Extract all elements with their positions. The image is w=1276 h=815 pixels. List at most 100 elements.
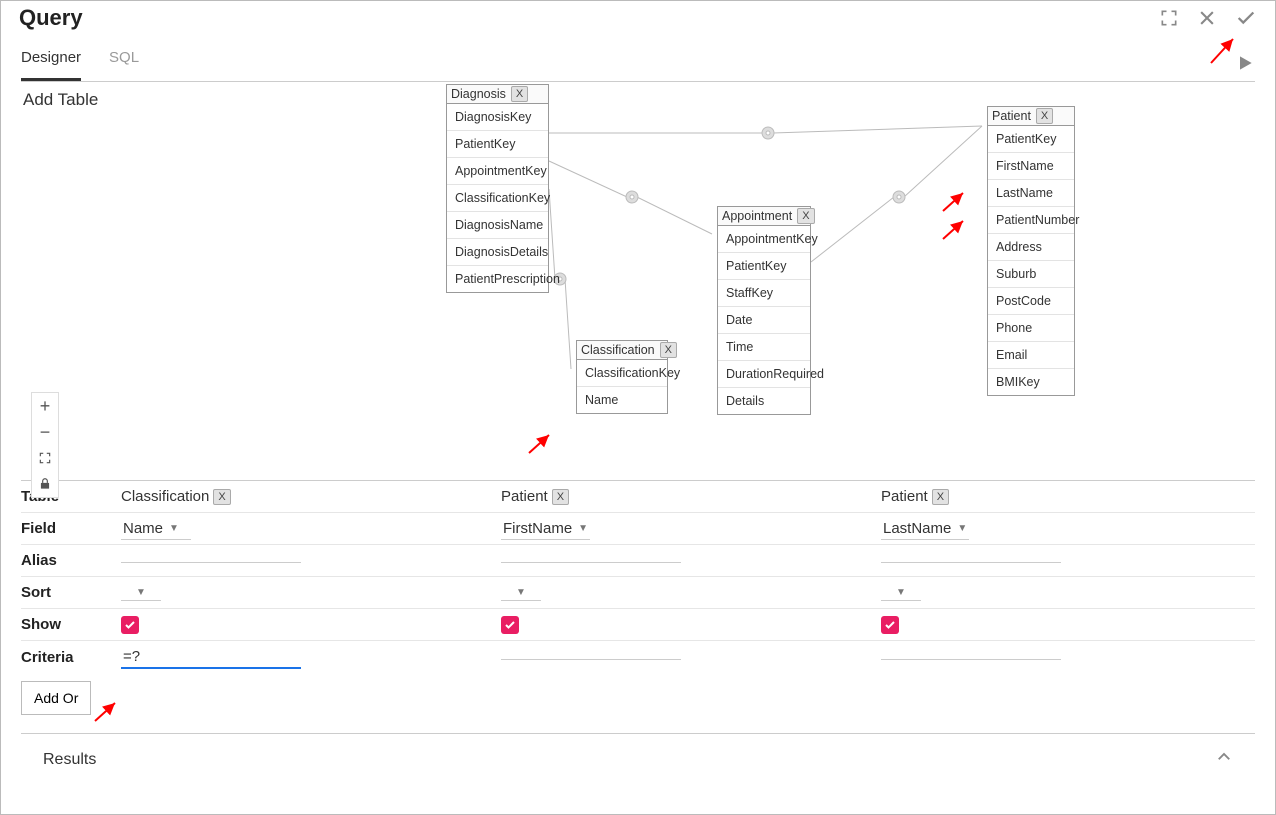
field-name[interactable]: Name bbox=[577, 387, 667, 413]
dd-sort-0[interactable]: ▼ bbox=[121, 585, 161, 601]
grid-row-table: Table ClassificationX PatientX PatientX bbox=[21, 481, 1255, 513]
results-panel[interactable]: Results bbox=[21, 733, 1255, 771]
table-classification-close-icon[interactable]: X bbox=[660, 342, 677, 358]
field-classificationkey[interactable]: ClassificationKey bbox=[577, 360, 667, 387]
field-lastname[interactable]: LastName bbox=[988, 180, 1074, 207]
table-diagnosis-close-icon[interactable]: X bbox=[511, 86, 528, 102]
tab-sql[interactable]: SQL bbox=[109, 49, 139, 81]
grid-row-alias: Alias bbox=[21, 545, 1255, 577]
chip-table-2-close-icon[interactable]: X bbox=[932, 489, 949, 505]
chip-table-1-close-icon[interactable]: X bbox=[552, 489, 569, 505]
field-details[interactable]: Details bbox=[718, 388, 810, 414]
alias-input-0[interactable] bbox=[121, 558, 301, 563]
field-email[interactable]: Email bbox=[988, 342, 1074, 369]
zoom-in-icon[interactable]: + bbox=[32, 393, 58, 419]
field-patientkey[interactable]: PatientKey bbox=[447, 131, 548, 158]
field-date[interactable]: Date bbox=[718, 307, 810, 334]
criteria-input-2[interactable] bbox=[881, 655, 1061, 660]
chk-show-2[interactable] bbox=[881, 616, 899, 634]
table-classification-name: Classification bbox=[579, 343, 657, 357]
field-time[interactable]: Time bbox=[718, 334, 810, 361]
criteria-input-0[interactable]: =? bbox=[121, 646, 301, 669]
table-classification-header[interactable]: Classification X bbox=[577, 341, 667, 360]
dd-sort-2[interactable]: ▼ bbox=[881, 585, 921, 601]
table-diagnosis-header[interactable]: Diagnosis X bbox=[447, 85, 548, 104]
field-address[interactable]: Address bbox=[988, 234, 1074, 261]
alias-input-1[interactable] bbox=[501, 558, 681, 563]
chevron-up-icon[interactable] bbox=[1215, 748, 1233, 771]
title-icons bbox=[1159, 7, 1257, 29]
field-bmikey[interactable]: BMIKey bbox=[988, 369, 1074, 395]
table-patient-header[interactable]: Patient X bbox=[988, 107, 1074, 126]
table-appointment-header[interactable]: Appointment X bbox=[718, 207, 810, 226]
chip-table-0-close-icon[interactable]: X bbox=[213, 489, 230, 505]
tab-designer[interactable]: Designer bbox=[21, 49, 81, 81]
field-diagnosiskey[interactable]: DiagnosisKey bbox=[447, 104, 548, 131]
chk-show-0[interactable] bbox=[121, 616, 139, 634]
grid-row-criteria: Criteria =? bbox=[21, 641, 1255, 673]
table-patient-name: Patient bbox=[990, 109, 1033, 123]
field-pat-patientkey[interactable]: PatientKey bbox=[988, 126, 1074, 153]
field-firstname[interactable]: FirstName bbox=[988, 153, 1074, 180]
field-suburb[interactable]: Suburb bbox=[988, 261, 1074, 288]
run-query-icon[interactable] bbox=[1235, 53, 1255, 78]
grid-label-field: Field bbox=[21, 515, 121, 542]
titlebar: Query bbox=[1, 1, 1275, 31]
field-classificationkey[interactable]: ClassificationKey bbox=[447, 185, 548, 212]
field-diagnosisdetails[interactable]: DiagnosisDetails bbox=[447, 239, 548, 266]
table-appointment[interactable]: Appointment X AppointmentKey PatientKey … bbox=[717, 206, 811, 415]
cell-table-2: PatientX bbox=[881, 484, 1261, 509]
cell-table-1: PatientX bbox=[501, 484, 881, 509]
add-table-label[interactable]: Add Table bbox=[23, 90, 98, 110]
grid-label-alias: Alias bbox=[21, 547, 121, 574]
table-patient-close-icon[interactable]: X bbox=[1036, 108, 1053, 124]
field-staffkey[interactable]: StaffKey bbox=[718, 280, 810, 307]
chevron-down-icon: ▼ bbox=[578, 523, 588, 534]
tabs-row: Designer SQL bbox=[1, 31, 1275, 81]
dd-field-2[interactable]: LastName▼ bbox=[881, 518, 969, 540]
field-durationrequired[interactable]: DurationRequired bbox=[718, 361, 810, 388]
field-apt-patientkey[interactable]: PatientKey bbox=[718, 253, 810, 280]
zoom-out-icon[interactable]: − bbox=[32, 419, 58, 445]
table-diagnosis-name: Diagnosis bbox=[449, 87, 508, 101]
grid-label-sort: Sort bbox=[21, 579, 121, 606]
dd-field-0[interactable]: Name▼ bbox=[121, 518, 191, 540]
table-patient[interactable]: Patient X PatientKey FirstName LastName … bbox=[987, 106, 1075, 396]
chk-show-1[interactable] bbox=[501, 616, 519, 634]
field-patientprescription[interactable]: PatientPrescription bbox=[447, 266, 548, 292]
dd-sort-1[interactable]: ▼ bbox=[501, 585, 541, 601]
alias-input-2[interactable] bbox=[881, 558, 1061, 563]
table-diagnosis[interactable]: Diagnosis X DiagnosisKey PatientKey Appo… bbox=[446, 84, 549, 293]
grid-row-field: Field Name▼ FirstName▼ LastName▼ bbox=[21, 513, 1255, 545]
chevron-down-icon: ▼ bbox=[516, 587, 526, 598]
field-diagnosisname[interactable]: DiagnosisName bbox=[447, 212, 548, 239]
chevron-down-icon: ▼ bbox=[957, 523, 967, 534]
field-appointmentkey[interactable]: AppointmentKey bbox=[718, 226, 810, 253]
field-postcode[interactable]: PostCode bbox=[988, 288, 1074, 315]
field-appointmentkey[interactable]: AppointmentKey bbox=[447, 158, 548, 185]
grid-label-criteria: Criteria bbox=[21, 644, 121, 671]
criteria-grid: Table ClassificationX PatientX PatientX … bbox=[21, 480, 1255, 723]
chip-table-2: Patient bbox=[881, 488, 928, 505]
chevron-down-icon: ▼ bbox=[169, 523, 179, 534]
field-patientnumber[interactable]: PatientNumber bbox=[988, 207, 1074, 234]
lock-icon[interactable] bbox=[32, 471, 58, 497]
chip-table-0: Classification bbox=[121, 488, 209, 505]
criteria-input-1[interactable] bbox=[501, 655, 681, 660]
close-icon[interactable] bbox=[1197, 8, 1217, 28]
table-classification[interactable]: Classification X ClassificationKey Name bbox=[576, 340, 668, 414]
cell-table-0: ClassificationX bbox=[121, 484, 501, 509]
chevron-down-icon: ▼ bbox=[896, 587, 906, 598]
dd-field-1[interactable]: FirstName▼ bbox=[501, 518, 590, 540]
field-phone[interactable]: Phone bbox=[988, 315, 1074, 342]
window-title: Query bbox=[19, 5, 83, 31]
designer-canvas[interactable]: Add Table Diagnosis bbox=[21, 82, 1255, 480]
fit-icon[interactable] bbox=[32, 445, 58, 471]
fullscreen-icon[interactable] bbox=[1159, 8, 1179, 28]
query-window: Query Designer SQL Add Table bbox=[0, 0, 1276, 815]
add-or-button[interactable]: Add Or bbox=[21, 681, 91, 715]
confirm-icon[interactable] bbox=[1235, 7, 1257, 29]
table-appointment-close-icon[interactable]: X bbox=[797, 208, 814, 224]
chevron-down-icon: ▼ bbox=[136, 587, 146, 598]
tabs: Designer SQL bbox=[21, 49, 139, 81]
